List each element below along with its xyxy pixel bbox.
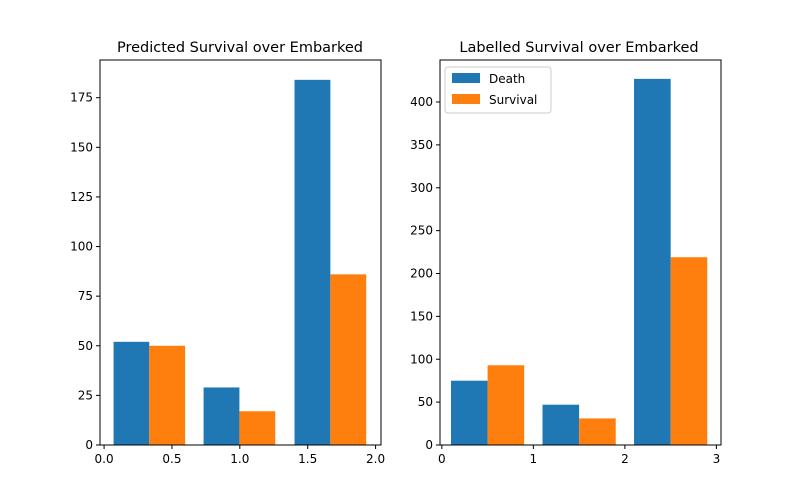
x-tick-label-predicted-0: 0.0 xyxy=(95,452,114,466)
bars-predicted xyxy=(113,79,367,445)
axes-frame-labelled xyxy=(439,59,722,446)
bar-predicted-death-2 xyxy=(294,79,331,445)
y-tick-label-predicted-5: 125 xyxy=(70,190,93,204)
legend-swatch-survival xyxy=(452,94,480,104)
legend: Death Survival xyxy=(444,66,552,114)
bars-labelled xyxy=(450,78,708,446)
x-tick-label-predicted-2: 1.0 xyxy=(230,452,249,466)
x-tick-label-labelled-3: 3 xyxy=(713,452,721,466)
y-tick-label-labelled-3: 150 xyxy=(410,309,433,323)
chart-labelled: Labelled Survival over Embarked 0 1 2 3 0 50… xyxy=(410,40,722,466)
bar-labelled-survival-0 xyxy=(487,365,525,445)
bar-labelled-death-2 xyxy=(634,78,671,446)
chart-title-labelled: Labelled Survival over Embarked xyxy=(459,40,698,56)
legend-label-survival: Survival xyxy=(489,93,537,107)
x-tick-label-predicted-1: 0.5 xyxy=(162,452,181,466)
bar-labelled-survival-2 xyxy=(670,257,708,445)
y-tick-label-predicted-6: 150 xyxy=(70,140,93,154)
y-tick-label-predicted-0: 0 xyxy=(85,438,93,452)
legend-label-death: Death xyxy=(489,72,525,86)
y-ticks-predicted: 0 25 50 75 100 125 150 175 xyxy=(70,91,100,452)
y-tick-label-labelled-1: 50 xyxy=(418,395,433,409)
y-tick-label-predicted-7: 175 xyxy=(70,91,93,105)
bar-predicted-survival-2 xyxy=(330,274,367,445)
x-ticks-predicted: 0.0 0.5 1.0 1.5 2.0 xyxy=(95,445,385,466)
y-tick-label-labelled-2: 100 xyxy=(410,352,433,366)
x-tick-label-predicted-3: 1.5 xyxy=(298,452,317,466)
y-tick-label-labelled-0: 0 xyxy=(425,438,433,452)
bar-predicted-survival-0 xyxy=(149,345,186,445)
bar-labelled-death-0 xyxy=(450,380,488,445)
y-tick-label-labelled-6: 300 xyxy=(410,181,433,195)
chart-predicted: Predicted Survival over Embarked 0.0 0.5 1… xyxy=(70,40,385,466)
chart-title-predicted: Predicted Survival over Embarked xyxy=(117,40,363,56)
y-tick-label-predicted-4: 100 xyxy=(70,240,93,254)
bar-predicted-survival-1 xyxy=(239,411,276,445)
bar-labelled-death-1 xyxy=(542,404,580,445)
x-tick-label-labelled-2: 2 xyxy=(621,452,629,466)
x-ticks-labelled: 0 1 2 3 xyxy=(438,445,720,466)
bar-predicted-death-1 xyxy=(203,387,240,445)
x-tick-label-predicted-4: 2.0 xyxy=(366,452,385,466)
y-tick-label-predicted-3: 75 xyxy=(78,289,93,303)
y-tick-label-labelled-8: 400 xyxy=(410,95,433,109)
x-tick-label-labelled-0: 0 xyxy=(438,452,446,466)
y-tick-label-labelled-7: 350 xyxy=(410,138,433,152)
y-tick-label-predicted-1: 25 xyxy=(78,388,93,402)
y-tick-label-predicted-2: 50 xyxy=(78,339,93,353)
bar-predicted-death-0 xyxy=(113,341,150,445)
y-tick-label-labelled-4: 200 xyxy=(410,267,433,281)
y-tick-label-labelled-5: 250 xyxy=(410,224,433,238)
x-tick-label-labelled-1: 1 xyxy=(530,452,538,466)
legend-swatch-death xyxy=(452,73,480,83)
axes-frame-predicted xyxy=(99,59,382,446)
y-ticks-labelled: 0 50 100 150 200 250 300 350 400 xyxy=(410,95,440,452)
bar-labelled-survival-1 xyxy=(579,418,616,445)
